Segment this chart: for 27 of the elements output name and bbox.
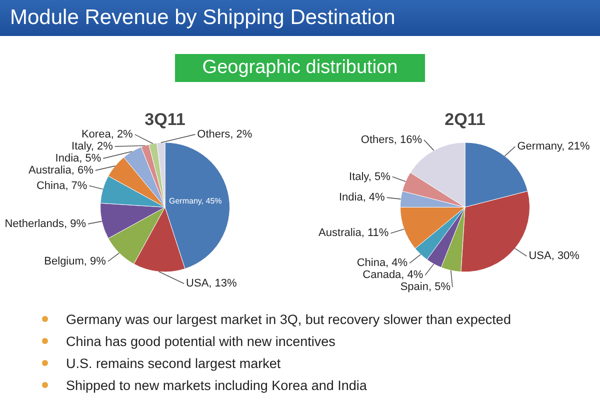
slice-label: Italy, 2%: [72, 140, 114, 152]
text: U.S. remains second largest market: [65, 356, 282, 371]
slice-label: Germany, 45%: [169, 196, 222, 206]
text: Germany was our largest market in 3Q, but recovery slower than expected: [65, 312, 512, 327]
slice-label: Italy, 5%: [349, 170, 391, 183]
slice-label: Australia, 6%: [28, 164, 94, 176]
slice-label: India, 5%: [55, 152, 102, 164]
text: Module Revenue by Shipping Destination: [0, 0, 600, 36]
slice-label: Canada, 4%: [362, 269, 424, 282]
slice-label: Korea, 2%: [81, 128, 134, 140]
slice-label: Germany, 21%: [517, 140, 590, 153]
slice-label: China, 7%: [36, 180, 88, 192]
slice-label: USA, 30%: [528, 250, 580, 262]
chart-title: 2Q11: [444, 110, 486, 129]
slice-label: Others, 16%: [360, 134, 422, 146]
slice-label: Belgium, 9%: [44, 256, 106, 268]
slice-label: USA, 13%: [186, 278, 238, 290]
slice-label: China, 4%: [356, 257, 408, 270]
text: Shipped to new markets including Korea and India: [65, 378, 368, 393]
slice-label: India, 4%: [338, 192, 386, 204]
slice-label: Australia, 11%: [318, 227, 389, 240]
chart-title: 3Q11: [144, 110, 186, 129]
slice-label: Spain, 5%: [400, 281, 451, 294]
text: China has good potential with new incentives: [65, 334, 336, 349]
slice-label: Others, 2%: [197, 128, 252, 140]
text: Geographic distribution: [175, 54, 425, 82]
slice-label: Netherlands, 9%: [4, 218, 86, 230]
